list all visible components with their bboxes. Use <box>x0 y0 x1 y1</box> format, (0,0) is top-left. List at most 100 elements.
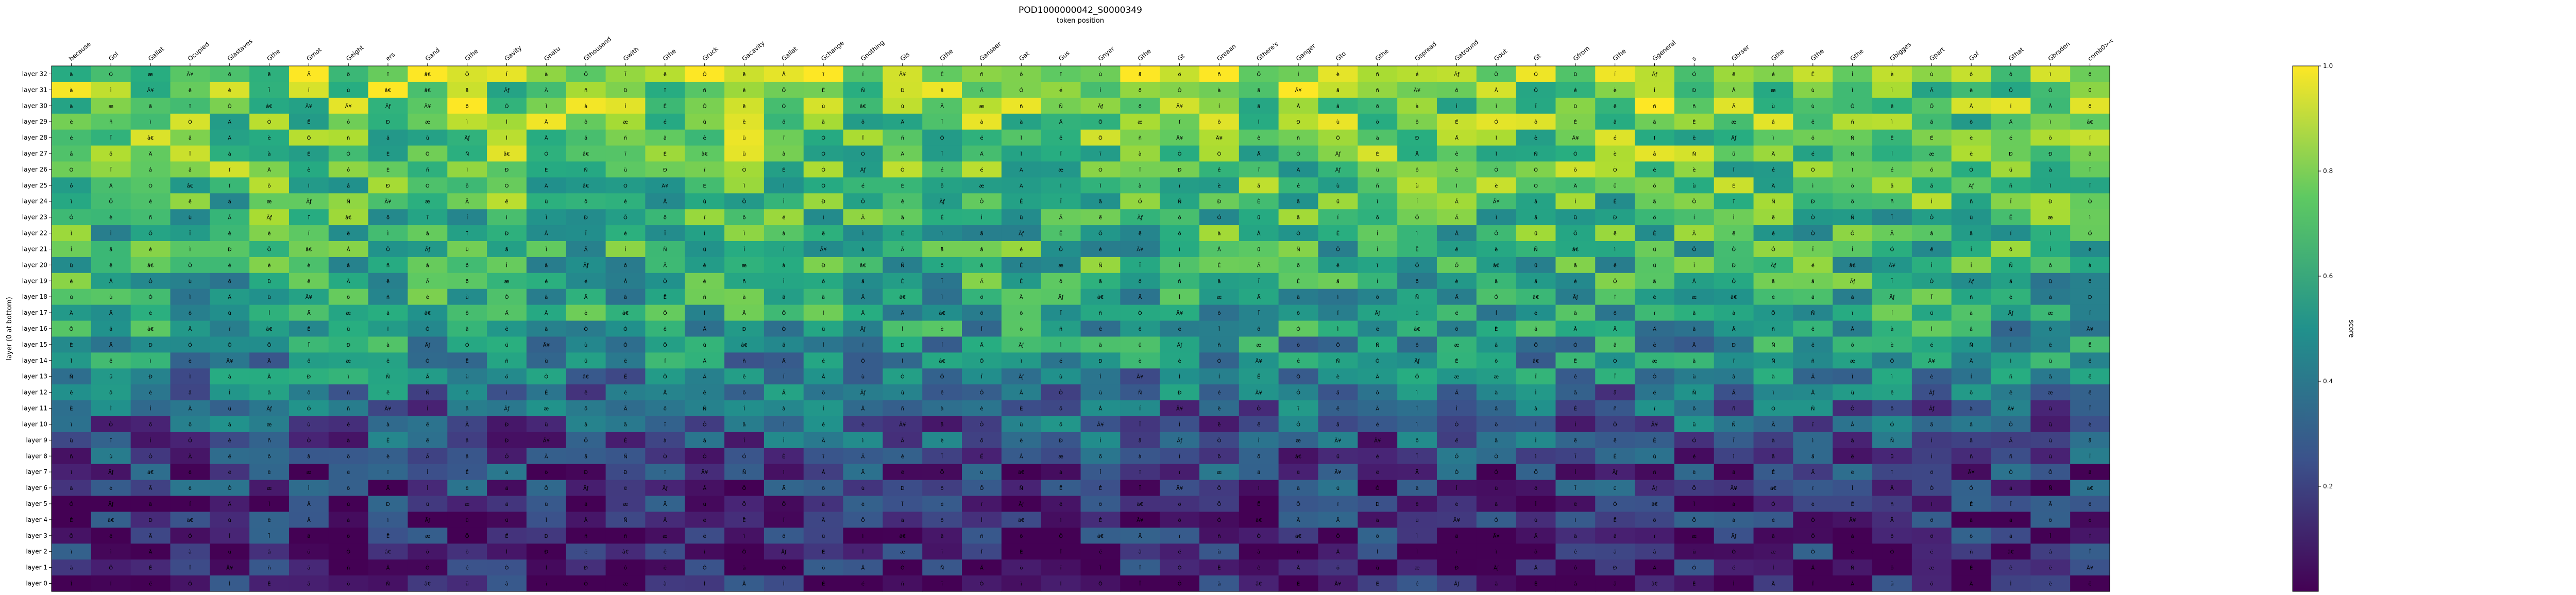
colorbar <box>2292 65 2319 592</box>
cell-label: â <box>2009 533 2012 539</box>
heatmap-cell <box>843 161 883 178</box>
cell-label: ê <box>901 469 904 475</box>
cell-label: ù <box>1059 374 1062 380</box>
cell-label: Ñ <box>1098 262 1102 268</box>
cell-label: è <box>1336 374 1340 380</box>
heatmap-cell <box>1436 273 1477 290</box>
cell-label: Ï <box>1258 310 1260 316</box>
heatmap-cell <box>91 320 131 337</box>
heatmap-cell <box>1635 336 1675 353</box>
cell-label: Ð <box>1098 359 1103 364</box>
cell-label: Ä <box>228 501 231 507</box>
cell-label: Ó <box>1890 421 1894 428</box>
heatmap-cell <box>1239 512 1279 528</box>
heatmap-cell <box>1397 81 1437 98</box>
cell-label: Ï <box>1574 453 1576 460</box>
heatmap-cell <box>130 257 171 274</box>
cell-label: ñ <box>624 534 627 539</box>
cell-label: Ì <box>229 581 230 587</box>
heatmap-cell <box>1476 336 1517 353</box>
cell-label: ã <box>782 295 785 300</box>
cell-label: õ <box>1217 311 1221 316</box>
heatmap-cell <box>1872 193 1912 210</box>
cell-label: ï <box>1811 486 1814 491</box>
heatmap-cell <box>685 145 725 162</box>
cell-label: ã <box>664 135 667 141</box>
heatmap-cell <box>724 288 765 305</box>
cell-label: ä <box>1495 279 1498 284</box>
heatmap-cell <box>1714 400 1754 417</box>
cell-label: Ãƒ <box>1454 71 1460 77</box>
cell-label: Í <box>1574 469 1576 475</box>
heatmap-cell <box>52 113 92 130</box>
heatmap-cell <box>605 416 646 433</box>
heatmap-cell <box>764 97 804 114</box>
cell-label: ü <box>70 263 73 268</box>
heatmap-cell <box>289 225 329 242</box>
cell-label: Î <box>1733 166 1735 173</box>
cell-label: è <box>2089 421 2092 428</box>
cell-label: é <box>1455 501 1458 507</box>
cell-label: ô <box>624 565 627 571</box>
cell-label: Ë <box>980 453 983 460</box>
cell-label: ã <box>70 566 73 571</box>
cell-label: Ð <box>584 566 588 571</box>
heatmap-cell <box>605 432 646 449</box>
cell-label: ä <box>742 566 745 571</box>
heatmap-cell <box>526 304 567 321</box>
heatmap-cell <box>843 177 883 194</box>
cell-label: ü <box>1534 231 1537 237</box>
cell-label: ä <box>1217 279 1221 284</box>
heatmap-cell <box>1555 336 1596 353</box>
heatmap-cell <box>368 145 409 162</box>
heatmap-cell <box>328 241 369 258</box>
cell-label: Ãƒ <box>266 405 272 412</box>
cell-label: ê <box>1574 87 1577 93</box>
heatmap-cell <box>843 416 883 433</box>
heatmap-cell <box>1872 368 1912 385</box>
heatmap-cell <box>1753 129 1793 146</box>
cell-label: ï <box>1653 406 1655 412</box>
cell-label: Ñ <box>623 453 627 460</box>
heatmap-cell <box>1278 512 1319 528</box>
heatmap-cell <box>52 225 92 242</box>
heatmap-cell <box>130 129 171 146</box>
cell-label: ï <box>1455 550 1458 555</box>
cell-label: ë <box>1297 470 1300 475</box>
cell-label: ã <box>1692 327 1696 332</box>
cell-label: é <box>1099 246 1102 252</box>
cell-label: ä <box>1376 518 1379 523</box>
heatmap-cell <box>1911 352 1952 369</box>
cell-label: ä <box>1139 72 1142 77</box>
heatmap-cell <box>1635 304 1675 321</box>
cell-label: Î <box>624 246 626 252</box>
heatmap-cell <box>1080 464 1121 481</box>
heatmap-cell <box>605 273 646 290</box>
cell-label: Õ <box>1098 118 1103 125</box>
heatmap-cell <box>605 288 646 305</box>
cell-label: Ô <box>663 310 667 316</box>
cell-label: â€ <box>900 294 906 300</box>
cell-label: â <box>1970 421 1973 428</box>
cell-label: ô <box>70 183 73 189</box>
cell-label: Î <box>1693 262 1695 268</box>
heatmap-cell <box>1358 496 1398 513</box>
heatmap-cell <box>1278 177 1319 194</box>
heatmap-cell <box>526 400 567 417</box>
heatmap-cell <box>2070 209 2110 226</box>
cell-label: Ñ <box>1336 358 1340 364</box>
cell-label: Ð <box>901 88 905 93</box>
cell-label: Õ <box>663 342 667 348</box>
heatmap-cell <box>1951 432 1992 449</box>
cell-label: Ê <box>1970 501 1973 507</box>
heatmap-cell <box>408 177 448 194</box>
cell-label: Ãƒ <box>425 517 431 523</box>
cell-label: ä <box>1930 183 1933 189</box>
heatmap-cell <box>52 496 92 513</box>
heatmap-cell <box>724 320 765 337</box>
heatmap-cell <box>1714 66 1754 82</box>
x-tick-label: Gallat <box>147 45 165 63</box>
x-tick-label: Gthe <box>662 47 677 62</box>
cell-label: Ò <box>2048 87 2053 93</box>
cell-label: Ãƒ <box>1138 214 1143 221</box>
